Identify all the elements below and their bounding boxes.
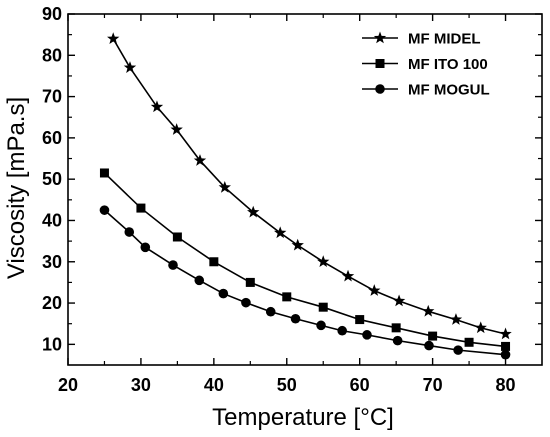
x-axis-title: Temperature [°C] — [212, 404, 394, 431]
y-tick-label: 70 — [42, 87, 62, 107]
data-point-mf-midel — [274, 226, 287, 239]
data-point-mf-mogul — [453, 345, 463, 355]
data-point-mf-ito-100 — [318, 302, 328, 312]
data-point-mf-midel — [422, 304, 435, 317]
data-point-mf-midel — [247, 205, 260, 218]
data-point-mf-midel — [341, 269, 355, 282]
data-point-mf-midel — [392, 294, 406, 307]
legend-item-mf-mogul: MF MOGUL — [362, 82, 490, 99]
x-tick-label: 70 — [423, 375, 443, 395]
series-line-mf-ito-100 — [103, 172, 506, 348]
y-tick-label: 90 — [42, 4, 62, 24]
data-point-mf-midel — [123, 61, 137, 73]
data-point-mf-mogul — [500, 349, 511, 360]
y-tick-label: 10 — [42, 334, 62, 354]
y-tick-label: 50 — [42, 169, 62, 189]
data-point-mf-ito-100 — [282, 292, 292, 302]
data-point-mf-mogul — [316, 320, 326, 331]
y-tick-label: 20 — [42, 293, 62, 313]
data-point-mf-midel — [193, 154, 207, 166]
data-point-mf-ito-100 — [391, 323, 401, 333]
data-point-mf-mogul — [99, 205, 110, 215]
data-point-mf-midel — [291, 238, 304, 251]
plot-frame — [67, 13, 543, 366]
series-line-mf-mogul — [103, 209, 506, 356]
legend-marker-mf-ito-100 — [375, 59, 385, 68]
data-point-mf-mogul — [362, 330, 372, 340]
y-axis-title: Viscosity [mPa.s] — [3, 97, 30, 279]
data-point-mf-midel — [107, 32, 120, 45]
x-tick-label: 30 — [131, 375, 151, 395]
data-point-mf-mogul — [168, 260, 178, 270]
data-point-mf-midel — [170, 123, 183, 135]
y-tick-label: 40 — [42, 210, 62, 230]
data-point-mf-mogul — [218, 288, 229, 299]
data-point-mf-ito-100 — [355, 315, 365, 325]
y-tick-label: 60 — [42, 128, 62, 148]
legend-label-mf-mogul: MF MOGUL — [408, 82, 490, 99]
legend-item-mf-ito-100: MF ITO 100 — [362, 56, 488, 73]
data-point-mf-ito-100 — [428, 331, 438, 341]
data-point-mf-mogul — [194, 275, 205, 286]
data-point-mf-mogul — [392, 335, 403, 346]
data-point-mf-ito-100 — [464, 337, 474, 347]
data-point-mf-mogul — [265, 306, 276, 317]
data-point-mf-mogul — [337, 325, 347, 336]
data-point-mf-midel — [317, 255, 330, 268]
data-point-mf-ito-100 — [209, 257, 219, 267]
legend-marker-mf-midel — [373, 31, 387, 44]
x-tick-label: 50 — [277, 375, 297, 395]
legend-label-mf-ito-100: MF ITO 100 — [408, 56, 488, 73]
data-point-mf-ito-100 — [245, 277, 255, 287]
data-point-mf-mogul — [124, 227, 135, 237]
data-point-mf-midel — [499, 327, 512, 340]
x-tick-label: 60 — [350, 375, 370, 395]
legend-marker-mf-mogul — [375, 84, 385, 94]
series-mf-mogul — [99, 205, 511, 360]
data-point-mf-ito-100 — [501, 341, 511, 351]
data-point-mf-ito-100 — [136, 203, 146, 213]
data-point-mf-ito-100 — [172, 232, 182, 242]
y-tick-label: 80 — [42, 45, 62, 65]
x-tick-label: 80 — [496, 375, 516, 395]
x-tick-label: 40 — [204, 375, 224, 395]
data-point-mf-midel — [449, 313, 463, 325]
data-point-mf-midel — [474, 321, 487, 334]
series-mf-midel — [107, 32, 512, 340]
data-point-mf-mogul — [140, 242, 151, 253]
legend-item-mf-midel: MF MIDEL — [362, 31, 481, 48]
x-tick-label: 20 — [58, 375, 78, 395]
data-point-mf-midel — [368, 284, 381, 296]
legend-label-mf-midel: MF MIDEL — [408, 31, 481, 48]
y-tick-label: 30 — [42, 252, 62, 272]
data-point-mf-midel — [218, 180, 231, 193]
series-mf-ito-100 — [99, 168, 511, 351]
data-point-mf-mogul — [290, 313, 301, 324]
data-point-mf-ito-100 — [99, 168, 109, 178]
data-point-mf-mogul — [241, 297, 251, 308]
data-point-mf-mogul — [424, 340, 434, 351]
data-point-mf-midel — [150, 100, 164, 113]
